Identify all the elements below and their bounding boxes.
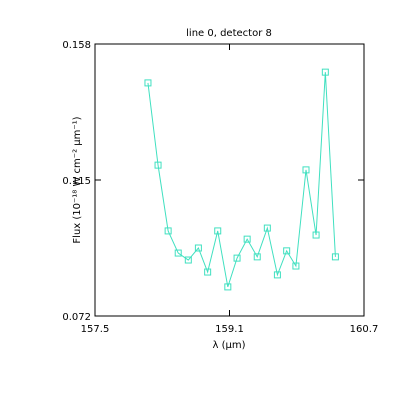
data-point xyxy=(263,224,271,232)
data-point xyxy=(174,249,182,257)
data-point xyxy=(194,244,202,252)
data-point xyxy=(302,166,310,174)
plot-frame xyxy=(94,43,365,317)
data-point xyxy=(154,161,162,169)
data-point xyxy=(253,253,261,261)
data-point xyxy=(164,227,172,235)
chart-title: line 0, detector 8 xyxy=(186,28,272,39)
data-point xyxy=(243,235,251,243)
data-point xyxy=(144,79,152,87)
data-point xyxy=(321,68,329,76)
data-point xyxy=(312,231,320,239)
data-point xyxy=(224,283,232,291)
y-tick-label: 0.072 xyxy=(62,312,91,323)
data-point xyxy=(233,254,241,262)
x-tick-label: 160.7 xyxy=(350,324,379,335)
x-tick-label: 157.5 xyxy=(81,324,110,335)
data-point xyxy=(331,253,339,261)
x-axis-label: λ (μm) xyxy=(212,340,245,351)
data-point xyxy=(204,268,212,276)
y-tick-label: 0.115 xyxy=(62,176,91,187)
y-axis-label: Flux (10⁻¹⁸ W cm⁻² μm⁻¹) xyxy=(72,116,83,243)
data-point xyxy=(283,247,291,255)
data-line xyxy=(147,72,336,288)
data-point xyxy=(273,271,281,279)
data-point xyxy=(214,227,222,235)
x-tick-label: 159.1 xyxy=(215,324,244,335)
y-tick-label: 0.158 xyxy=(62,40,91,51)
data-point xyxy=(292,262,300,270)
data-point xyxy=(184,256,192,264)
